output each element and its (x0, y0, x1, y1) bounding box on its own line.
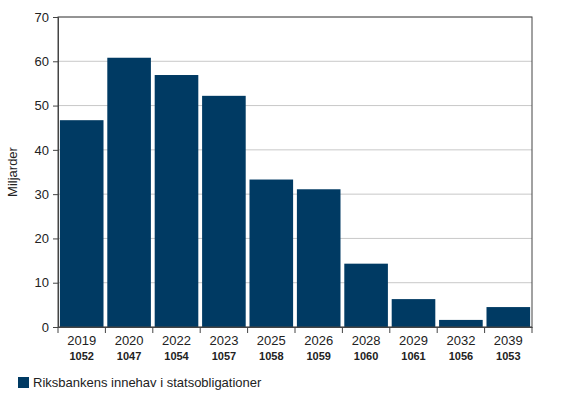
category-separator (247, 327, 248, 333)
x-tick: 2029 1061 (399, 327, 428, 362)
bars (60, 58, 530, 327)
x-tick-label-line: 1058 (259, 350, 283, 362)
y-tick: 0 (42, 320, 58, 335)
category-separator (342, 327, 343, 333)
bar (392, 299, 436, 327)
frame (58, 17, 532, 327)
x-tick-label-line: 2032 (446, 333, 475, 348)
x-tick-label: 2029 1061 (399, 333, 428, 362)
bar (155, 75, 199, 327)
bar (344, 264, 388, 327)
plot: 0102030405060702019105220201047202210542… (35, 10, 533, 362)
x-tick-label-line: 2026 (304, 333, 333, 348)
y-tick-mark (53, 238, 58, 239)
x-tick-label-line: 1052 (69, 350, 93, 362)
category-separator (437, 327, 438, 333)
x-tick: 2026 1059 (304, 327, 333, 362)
y-tick-mark (53, 61, 58, 62)
x-tick-label-line: 1059 (306, 350, 330, 362)
x-tick: 2028 1060 (352, 327, 381, 362)
category-separator (200, 327, 201, 333)
category-separator (484, 327, 485, 333)
category-separator (295, 327, 296, 333)
y-tick-label: 0 (42, 320, 49, 335)
bar (202, 96, 246, 327)
y-tick-mark (53, 150, 58, 151)
x-tick-label-line: 1054 (164, 350, 189, 362)
grid (58, 17, 532, 327)
y-tick-label: 10 (35, 275, 49, 290)
x-tick: 2022 1054 (162, 327, 191, 362)
x-tick-label: 2026 1059 (304, 333, 333, 362)
bar (439, 320, 483, 327)
x-tick-label-line: 2025 (257, 333, 286, 348)
y-tick: 70 (35, 10, 58, 25)
chart: 0102030405060702019105220201047202210542… (0, 0, 566, 402)
x-tick-label: 2019 1052 (67, 333, 96, 362)
legend: Riksbankens innehav i statsobligationer (18, 375, 262, 390)
bar (107, 58, 151, 327)
category-separator (532, 327, 533, 333)
y-tick: 50 (35, 98, 58, 113)
y-tick-mark (53, 283, 58, 284)
y-axis: 0 10 20 30 40 50 60 70 (35, 10, 59, 335)
x-tick: 2023 1057 (209, 327, 238, 362)
x-tick-label-line: 2022 (162, 333, 191, 348)
legend-swatch (18, 377, 29, 388)
x-tick: 2032 1056 (446, 327, 475, 362)
bar (297, 189, 341, 327)
x-tick-label-line: 2029 (399, 333, 428, 348)
legend-item: Riksbankens innehav i statsobligationer (18, 375, 262, 390)
bar (486, 307, 530, 327)
y-tick-mark (53, 106, 58, 107)
y-tick-label: 20 (35, 231, 49, 246)
y-tick: 30 (35, 187, 58, 202)
bar (249, 180, 293, 327)
x-tick-label: 2022 1054 (162, 333, 191, 362)
y-tick-label: 40 (35, 143, 49, 158)
y-tick: 40 (35, 143, 58, 158)
y-tick-label: 60 (35, 54, 49, 69)
category-separator (58, 327, 59, 333)
legend-label: Riksbankens innehav i statsobligationer (33, 375, 262, 390)
x-tick-label: 2025 1058 (257, 333, 286, 362)
x-tick-label-line: 2023 (209, 333, 238, 348)
x-tick-label-line: 1047 (117, 350, 141, 362)
y-tick: 10 (35, 275, 58, 290)
x-tick-label-line: 2028 (352, 333, 381, 348)
y-tick-label: 50 (35, 98, 49, 113)
x-tick: 2039 1053 (494, 327, 523, 362)
x-tick-label-line: 1056 (449, 350, 473, 362)
x-tick-label-line: 2020 (115, 333, 144, 348)
category-separator (152, 327, 153, 333)
x-tick: 2020 1047 (115, 327, 144, 362)
x-tick: 2019 1052 (67, 327, 96, 362)
x-tick-label-line: 2019 (67, 333, 96, 348)
x-tick-label-line: 1057 (212, 350, 236, 362)
x-tick-label: 2020 1047 (115, 333, 144, 362)
y-tick-mark (53, 327, 58, 328)
y-tick: 20 (35, 231, 58, 246)
x-tick-label-line: 1053 (496, 350, 520, 362)
x-tick: 2025 1058 (257, 327, 286, 362)
x-axis: 2019 1052 2020 1047 2022 1054 2023 1057 2025 1058… (58, 327, 533, 362)
y-axis-title: Miljarder (5, 146, 20, 197)
y-tick-label: 70 (35, 10, 49, 25)
y-axis-line (53, 18, 59, 328)
y-tick: 60 (35, 54, 58, 69)
y-tick-mark (53, 194, 58, 195)
y-tick-label: 30 (35, 187, 49, 202)
x-tick-label-line: 1060 (354, 350, 378, 362)
x-tick-label: 2039 1053 (494, 333, 523, 362)
x-tick-label: 2023 1057 (209, 333, 238, 362)
category-separator (389, 327, 390, 333)
x-tick-label: 2028 1060 (352, 333, 381, 362)
y-tick-mark (53, 17, 58, 18)
x-tick-label-line: 2039 (494, 333, 523, 348)
x-tick-label: 2032 1056 (446, 333, 475, 362)
bar (60, 120, 104, 327)
category-separators (58, 327, 532, 333)
category-separator (105, 327, 106, 333)
x-tick-label-line: 1061 (401, 350, 425, 362)
